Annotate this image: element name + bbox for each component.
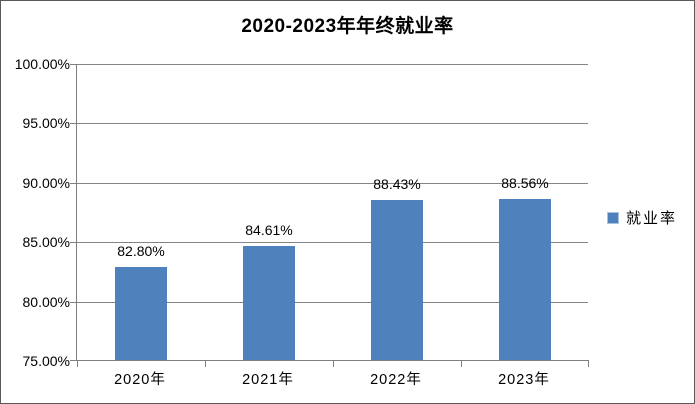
y-tick-label: 95.00% <box>22 115 70 132</box>
bar-value-label: 88.43% <box>373 176 421 193</box>
gridline <box>77 64 588 65</box>
y-axis-tick <box>70 182 77 184</box>
gridline <box>77 182 588 184</box>
y-axis-tick <box>70 360 77 361</box>
legend-label: 就业率 <box>626 210 678 227</box>
x-axis-labels: 2020年 2021年 2022年 2023年 <box>76 368 588 388</box>
y-tick-label: 75.00% <box>22 353 70 369</box>
legend-swatch-icon <box>607 211 619 224</box>
y-tick-label: 90.00% <box>22 174 70 191</box>
bar <box>115 267 167 360</box>
y-axis-tick <box>70 301 77 303</box>
x-tick-label: 2022年 <box>370 372 422 388</box>
y-tick-label: 85.00% <box>22 234 70 251</box>
plot-area: 82.80% 84.61% 88.43% 88.56% <box>70 64 589 367</box>
x-axis-tick <box>588 360 589 367</box>
chart-title: 2020-2023年年终就业率 <box>241 16 454 37</box>
bar-value-label: 88.56% <box>501 174 549 191</box>
y-tick-label: 100.00% <box>14 56 70 72</box>
bar <box>243 245 295 360</box>
y-axis-tick <box>70 123 77 125</box>
x-axis-tick <box>77 360 78 367</box>
gridline <box>77 123 588 125</box>
y-axis-labels: 100.00% 95.00% 90.00% 85.00% 80.00% 75.00% <box>1 56 70 369</box>
y-axis-tick <box>70 242 77 244</box>
bar <box>371 200 423 360</box>
x-axis-tick <box>461 360 462 367</box>
gridline <box>77 242 588 244</box>
x-axis-tick <box>333 360 334 367</box>
legend: 就业率 <box>607 207 677 228</box>
gridline <box>77 301 588 303</box>
bar <box>499 198 551 360</box>
y-axis-tick <box>70 64 77 65</box>
x-tick-label: 2020年 <box>114 372 166 388</box>
bar-value-label: 84.61% <box>245 221 293 238</box>
x-tick-label: 2023年 <box>498 372 550 388</box>
x-axis-tick <box>205 360 206 367</box>
y-tick-label: 80.00% <box>22 293 70 310</box>
x-tick-label: 2021年 <box>242 372 294 388</box>
bar-value-label: 82.80% <box>117 243 165 260</box>
